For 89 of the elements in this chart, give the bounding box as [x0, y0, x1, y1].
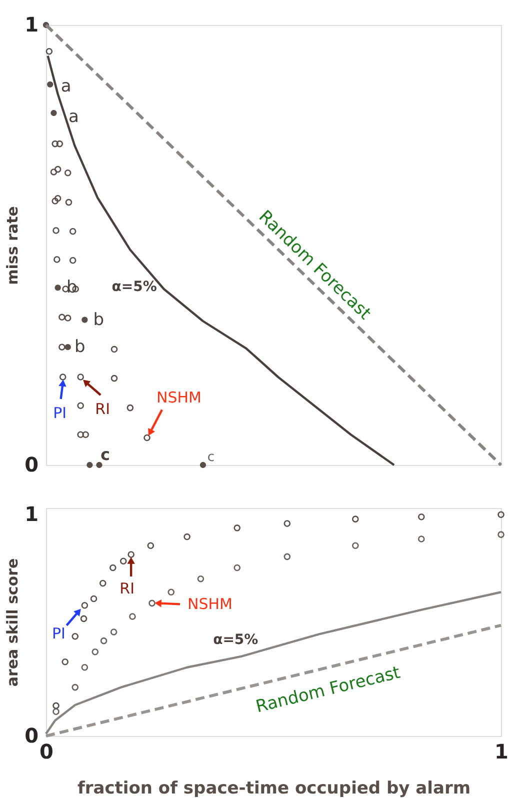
- point: [58, 344, 66, 350]
- point: [144, 434, 150, 442]
- y-tick-label: 0: [24, 452, 38, 476]
- annotation: c: [207, 450, 215, 465]
- point: [56, 140, 64, 148]
- annotation: α=5%: [112, 279, 157, 295]
- point: [72, 633, 79, 640]
- point: [109, 564, 116, 572]
- point: [96, 462, 102, 468]
- annotation: b: [66, 278, 78, 298]
- point: [50, 110, 57, 116]
- point: [498, 531, 504, 538]
- y-tick-label: 1: [24, 502, 38, 526]
- x-axis-title: fraction of space-time occupied by alarm: [77, 778, 471, 798]
- point: [168, 588, 175, 596]
- y-tick-label: 1: [24, 12, 38, 36]
- point: [90, 595, 98, 602]
- point: [46, 48, 53, 55]
- point: [52, 198, 58, 204]
- annotation: a: [68, 107, 79, 127]
- point: [92, 648, 99, 656]
- point: [128, 551, 134, 558]
- point: [126, 404, 134, 412]
- point: [52, 708, 60, 716]
- point: [54, 256, 60, 263]
- point: [52, 227, 60, 234]
- point: [148, 600, 156, 607]
- point: [52, 140, 58, 148]
- annotation: NSHM: [188, 595, 232, 614]
- point: [110, 346, 118, 353]
- point: [77, 431, 84, 438]
- annotation: RI: [120, 579, 135, 598]
- point: [86, 462, 93, 468]
- point: [52, 702, 60, 710]
- annotation: PI: [52, 624, 66, 642]
- point: [80, 615, 88, 622]
- annotation: PI: [53, 404, 67, 422]
- point: [234, 524, 240, 532]
- annotation: a: [60, 76, 72, 96]
- point: [65, 198, 72, 206]
- point: [62, 658, 68, 666]
- point: [147, 542, 154, 550]
- point: [200, 462, 206, 468]
- point: [284, 553, 291, 560]
- annotation: Random Forecast: [254, 662, 403, 718]
- point: [110, 374, 118, 382]
- point: [58, 314, 66, 321]
- y-axis-title: miss rate: [4, 206, 22, 285]
- line-series: [46, 54, 396, 466]
- point: [50, 168, 58, 176]
- point: [59, 374, 66, 380]
- point: [352, 542, 359, 550]
- point: [69, 228, 76, 235]
- point: [100, 637, 108, 644]
- annotation: c: [100, 445, 110, 464]
- point: [498, 511, 504, 518]
- point: [352, 516, 359, 522]
- point: [120, 558, 127, 565]
- point: [82, 431, 89, 438]
- annotation: RI: [95, 400, 110, 418]
- point: [64, 169, 72, 176]
- point: [418, 536, 425, 542]
- point: [99, 580, 106, 587]
- point: [47, 81, 54, 88]
- point: [234, 564, 240, 572]
- point: [54, 284, 61, 291]
- annotation: α=5%: [213, 632, 258, 648]
- point: [82, 316, 88, 323]
- point: [81, 602, 88, 609]
- point: [77, 402, 84, 409]
- point: [418, 513, 425, 520]
- point: [129, 613, 136, 620]
- annotation: b: [74, 337, 86, 358]
- point: [64, 344, 71, 350]
- annotation: b: [93, 310, 104, 330]
- point: [197, 575, 204, 582]
- point: [81, 664, 88, 671]
- point: [72, 684, 79, 691]
- annotation: NSHM: [156, 388, 202, 407]
- point: [69, 257, 76, 264]
- point: [54, 166, 62, 173]
- point: [77, 374, 84, 380]
- y-tick-label: 0: [24, 724, 38, 748]
- point: [64, 314, 72, 322]
- point: [184, 533, 190, 540]
- point: [54, 194, 62, 202]
- y-axis-title: area skill score: [4, 558, 22, 687]
- point: [284, 520, 291, 527]
- point: [110, 628, 118, 636]
